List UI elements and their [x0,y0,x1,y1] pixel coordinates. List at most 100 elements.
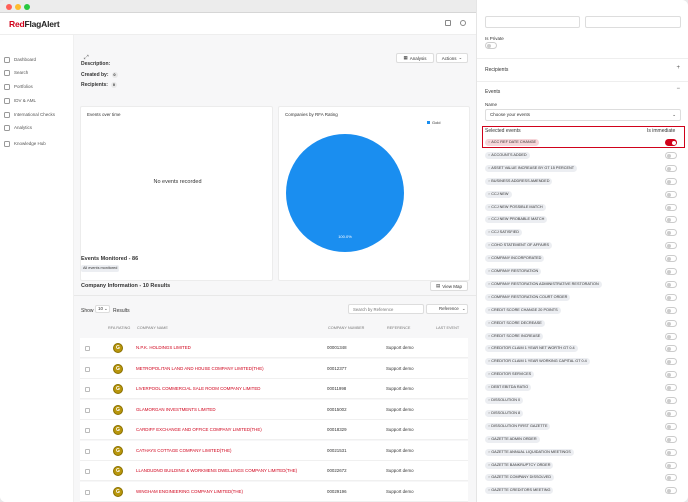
company-name-link[interactable]: LLANDUDNO BUILDING & WORKMENS DWELLINGS … [136,468,298,473]
event-tag[interactable]: ×GAZETTE CREDITORS MEETING [485,487,554,495]
event-tag[interactable]: ×ASSET VALUE INCREASE BY GT 15 PERCENT [485,164,578,172]
remove-icon[interactable]: × [488,269,491,273]
event-tag[interactable]: ×CREDIT SCORE DECREASE [485,319,545,327]
remove-icon[interactable]: × [488,385,491,390]
event-tag[interactable]: ×DISSOLUTION 0 [485,397,524,404]
collapse-minus-icon[interactable]: − [676,86,680,92]
is-immediate-toggle[interactable] [665,448,677,456]
remove-icon[interactable]: × [488,320,491,325]
event-tag[interactable]: ×DISSOLUTION FIRST GAZETTE [485,422,551,430]
row-checkbox[interactable] [85,448,90,454]
remove-icon[interactable]: × [488,475,491,480]
is-private-toggle[interactable] [485,42,497,49]
company-name-link[interactable]: CATHAYS COTTAGE COMPANY LIMITED(THE) [136,447,232,453]
minimize-window-button[interactable] [15,4,21,10]
row-checkbox[interactable] [85,387,90,392]
is-immediate-toggle[interactable] [665,255,677,263]
is-immediate-toggle[interactable] [665,177,677,185]
remove-icon[interactable]: × [488,436,491,441]
row-checkbox[interactable] [85,346,90,351]
remove-icon[interactable]: × [488,333,491,338]
sidebar-item[interactable]: International Checks [4,110,70,119]
table-row[interactable]: G N.P.K. HOLDINGS LIMITED 00001348 Support … [80,338,468,358]
sidebar-item[interactable]: Analytics [4,123,70,132]
is-immediate-toggle[interactable] [665,242,677,250]
event-tag[interactable]: ×COMPANY RESTORATION COURT ORDER [485,293,571,301]
remove-icon[interactable]: × [488,462,491,467]
event-tag[interactable]: ×GAZETTE ADMIN ORDER [485,435,540,443]
table-row[interactable]: G GLAMORGAN INVESTMENTS LIMITED 00015002 Su… [80,399,468,420]
company-name-link[interactable]: LIVERPOOL COMMERCIAL SALE ROOM COMPANY L… [136,386,261,391]
is-immediate-toggle[interactable] [665,139,677,146]
reference-search-input[interactable] [348,304,424,314]
row-checkbox[interactable] [85,407,90,413]
event-tag[interactable]: ×COMPANY RESTORATION [485,268,542,275]
event-tag[interactable]: ×CREDITOR CLAIM 1 YEAR NET WORTH GT 0.4 [485,345,578,353]
is-immediate-toggle[interactable] [665,371,677,379]
remove-icon[interactable]: × [488,346,491,351]
is-immediate-toggle[interactable] [665,397,677,404]
is-immediate-toggle[interactable] [665,319,677,327]
event-tag[interactable]: ×DEBT EBITDA RATIO [485,384,532,392]
is-immediate-toggle[interactable] [665,280,677,288]
sidebar-item[interactable]: Dashboard [4,55,70,64]
remove-icon[interactable]: × [488,359,491,364]
table-row[interactable]: G METROPOLITAN LAND AND HOUSE COMPANY LIM… [80,358,468,379]
logo[interactable]: RedFlagAlert [9,19,60,29]
table-row[interactable]: G WINGHAM ENGINEERING COMPANY LIMITED(THE… [80,481,468,502]
panel-input-right[interactable] [585,16,681,28]
is-immediate-toggle[interactable] [665,306,677,314]
remove-icon[interactable]: × [488,449,491,454]
event-tag[interactable]: ×CREDITOR SERVICES [485,371,535,379]
row-checkbox[interactable] [85,469,90,474]
event-tag[interactable]: ×BUSINESS ADDRESS AMENDED [485,177,553,185]
company-name-link[interactable]: GLAMORGAN INVESTMENTS LIMITED [136,406,216,412]
remove-icon[interactable]: × [488,140,491,144]
column-header[interactable]: COMPANY NUMBER [328,326,365,330]
is-immediate-toggle[interactable] [665,293,677,301]
is-immediate-toggle[interactable] [665,384,677,392]
remove-icon[interactable]: × [488,423,491,428]
user-icon[interactable] [460,20,466,26]
remove-icon[interactable]: × [488,398,491,402]
is-immediate-toggle[interactable] [665,190,677,198]
is-immediate-toggle[interactable] [665,164,677,172]
event-tag[interactable]: ×GAZETTE ANNUAL LIQUIDATION MEETINGS [485,448,574,456]
column-header[interactable]: LAST EVENT [436,326,460,330]
event-tag[interactable]: ×ACC REF DATE CHANGE [485,139,540,146]
expand-icon[interactable]: ⤢ [84,55,89,61]
remove-icon[interactable]: × [488,191,491,196]
is-immediate-toggle[interactable] [665,268,677,275]
remove-icon[interactable]: × [488,410,491,415]
column-header[interactable]: COMPANY NAME [137,326,168,330]
remove-icon[interactable]: × [488,372,491,377]
event-tag[interactable]: ×COHO STATEMENT OF AFFAIRS [485,242,553,250]
is-immediate-toggle[interactable] [665,435,677,443]
bell-icon[interactable] [445,20,451,26]
row-checkbox[interactable] [85,428,90,433]
remove-icon[interactable]: × [488,243,491,248]
event-tag[interactable]: ×GAZETTE COMPANY DISSOLVED [485,474,555,482]
event-tag[interactable]: ×CCJ NEW [485,190,512,198]
event-tag[interactable]: ×COMPANY RESTORATION ADMINISTRATIVE REST… [485,280,602,288]
is-immediate-toggle[interactable] [665,345,677,353]
view-map-button[interactable]: ▤ View Map [430,281,468,291]
table-row[interactable]: G LIVERPOOL COMMERCIAL SALE ROOM COMPANY … [80,379,468,399]
analysis-button[interactable]: ▦ Analysis [396,53,434,63]
table-row[interactable]: G CATHAYS COTTAGE COMPANY LIMITED(THE) 000… [80,440,468,461]
event-tag[interactable]: ×CCJ NEW PROBABLE MATCH [485,216,548,224]
is-immediate-toggle[interactable] [665,229,677,237]
company-name-link[interactable]: N.P.K. HOLDINGS LIMITED [136,345,191,350]
row-checkbox[interactable] [85,489,90,495]
event-tag[interactable]: ×DISSOLUTION 8 [485,409,524,417]
company-name-link[interactable]: METROPOLITAN LAND AND HOUSE COMPANY LIMI… [136,365,264,371]
event-tag[interactable]: ×CCJ NEW POSSIBLE MATCH [485,203,546,211]
panel-input-left[interactable] [485,16,580,28]
remove-icon[interactable]: × [488,152,491,157]
reference-select[interactable]: Reference ⌄ [426,304,468,314]
column-header[interactable]: REFERENCE [387,326,411,330]
remove-icon[interactable]: × [488,230,491,235]
is-immediate-toggle[interactable] [665,474,677,482]
sidebar-item[interactable]: Search [4,68,70,77]
sidebar-item[interactable]: IDV & AML [4,96,70,105]
